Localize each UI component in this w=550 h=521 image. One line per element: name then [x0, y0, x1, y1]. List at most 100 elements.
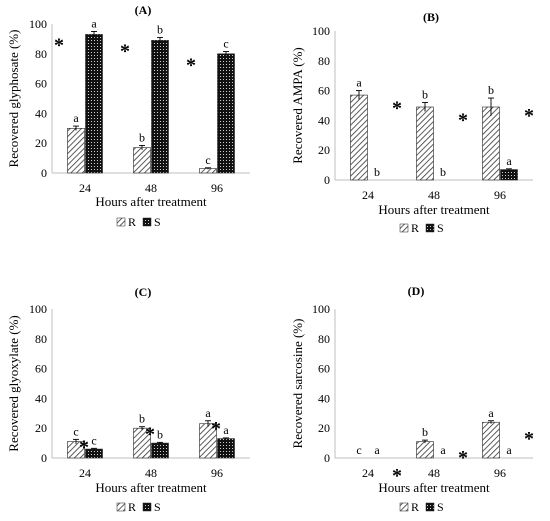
y-tick-label: 0 [41, 451, 47, 465]
legend-swatch-s [142, 502, 152, 512]
bar-r [67, 128, 85, 174]
significance-letter: a [205, 406, 211, 420]
significance-letter: b [422, 425, 428, 439]
y-tick-label: 60 [35, 362, 47, 376]
significance-asterisk: * [145, 424, 155, 446]
significance-asterisk: * [458, 447, 468, 469]
chart-panel: (A) 0 20 40 60 80 100 Recovered glyphosate (%) 2… [6, 3, 250, 229]
y-axis-label: Recovered AMPA (%) [290, 47, 305, 164]
significance-asterisk: * [392, 465, 402, 487]
legend-label-r: R [411, 500, 419, 514]
y-tick-label: 80 [318, 54, 330, 68]
y-tick-label: 60 [35, 77, 47, 91]
x-tick-label: 96 [494, 188, 506, 202]
x-tick-label: 48 [428, 466, 440, 480]
significance-letter: b [374, 165, 380, 179]
bar-s [85, 34, 103, 174]
legend-swatch-r [116, 217, 126, 227]
legend-label-s: S [154, 215, 161, 229]
y-tick-label: 100 [312, 302, 330, 316]
legend-swatch-r [116, 502, 126, 512]
significance-letter: a [440, 443, 446, 457]
significance-asterisk: * [79, 436, 89, 458]
legend-swatch-s [425, 223, 435, 233]
x-tick-label: 48 [145, 466, 157, 480]
significance-letter: a [223, 423, 229, 437]
x-tick-label: 24 [79, 181, 91, 195]
legend-swatch-s [425, 502, 435, 512]
bar-r [482, 106, 500, 181]
significance-asterisk: * [458, 110, 468, 132]
y-axis-label: Recovered glyoxylate (%) [6, 315, 21, 451]
bar-s [500, 169, 518, 181]
x-tick-label: 96 [211, 181, 223, 195]
y-tick-label: 20 [318, 143, 330, 157]
legend-label-r: R [128, 500, 136, 514]
x-axis-label: Hours after treatment [378, 202, 490, 217]
y-tick-label: 0 [324, 451, 330, 465]
x-tick-label: 24 [362, 188, 374, 202]
x-axis-label: Hours after treatment [95, 480, 207, 495]
legend-swatch-r [399, 223, 409, 233]
y-tick-label: 100 [312, 24, 330, 38]
significance-letter: b [139, 412, 145, 426]
significance-letter: c [356, 443, 361, 457]
significance-letter: c [223, 37, 228, 51]
bar-r [416, 441, 434, 459]
y-tick-label: 20 [35, 421, 47, 435]
y-tick-label: 40 [35, 106, 47, 120]
legend-label-s: S [154, 500, 161, 514]
chart-panel: (B) 0 20 40 60 80 100 Recovered AMPA (%) 24 a b * 48… [290, 10, 534, 235]
significance-asterisk: * [524, 428, 534, 450]
significance-letter: b [139, 130, 145, 144]
significance-letter: c [91, 433, 96, 447]
y-tick-label: 80 [35, 47, 47, 61]
bar-r [133, 147, 151, 174]
bar-r [416, 106, 434, 181]
legend-swatch-s [142, 217, 152, 227]
bar-s [151, 40, 169, 174]
x-tick-label: 24 [362, 466, 374, 480]
bar-r [482, 421, 500, 459]
y-tick-label: 80 [35, 332, 47, 346]
bar-r [350, 94, 368, 181]
x-tick-label: 48 [145, 181, 157, 195]
y-tick-label: 40 [35, 391, 47, 405]
significance-letter: a [73, 111, 79, 125]
bar-s [217, 438, 235, 459]
x-tick-label: 96 [211, 466, 223, 480]
significance-letter: c [205, 153, 210, 167]
legend-swatch-r [399, 502, 409, 512]
y-tick-label: 20 [318, 421, 330, 435]
x-axis-label: Hours after treatment [378, 480, 490, 495]
significance-asterisk: * [120, 40, 130, 62]
y-tick-label: 60 [318, 362, 330, 376]
chart-panel: (C) 0 20 40 60 80 100 Recovered glyoxylate (%) 2… [6, 285, 250, 514]
y-tick-label: 100 [29, 17, 47, 31]
y-tick-label: 80 [318, 332, 330, 346]
significance-asterisk: * [524, 105, 534, 127]
legend-label-s: S [437, 221, 444, 235]
significance-letter: c [73, 424, 78, 438]
significance-letter: b [422, 88, 428, 102]
legend-label-r: R [128, 215, 136, 229]
significance-letter: b [157, 427, 163, 441]
x-tick-label: 24 [79, 466, 91, 480]
panels: (A) 0 20 40 60 80 100 Recovered glyphosate (%) 2… [6, 3, 534, 514]
x-axis-label: Hours after treatment [95, 194, 207, 209]
significance-letter: b [488, 83, 494, 97]
y-tick-label: 0 [324, 173, 330, 187]
y-tick-label: 40 [318, 113, 330, 127]
significance-letter: a [91, 16, 97, 30]
legend-label-s: S [437, 500, 444, 514]
significance-asterisk: * [186, 55, 196, 77]
x-tick-label: 96 [494, 466, 506, 480]
significance-letter: a [506, 154, 512, 168]
significance-asterisk: * [54, 34, 64, 56]
y-tick-label: 100 [29, 302, 47, 316]
y-tick-label: 0 [41, 166, 47, 180]
y-tick-label: 20 [35, 136, 47, 150]
significance-letter: a [506, 443, 512, 457]
chart-panel: (D) 0 20 40 60 80 100 Recovered sarcosine (%) 24… [290, 284, 534, 514]
y-tick-label: 40 [318, 391, 330, 405]
